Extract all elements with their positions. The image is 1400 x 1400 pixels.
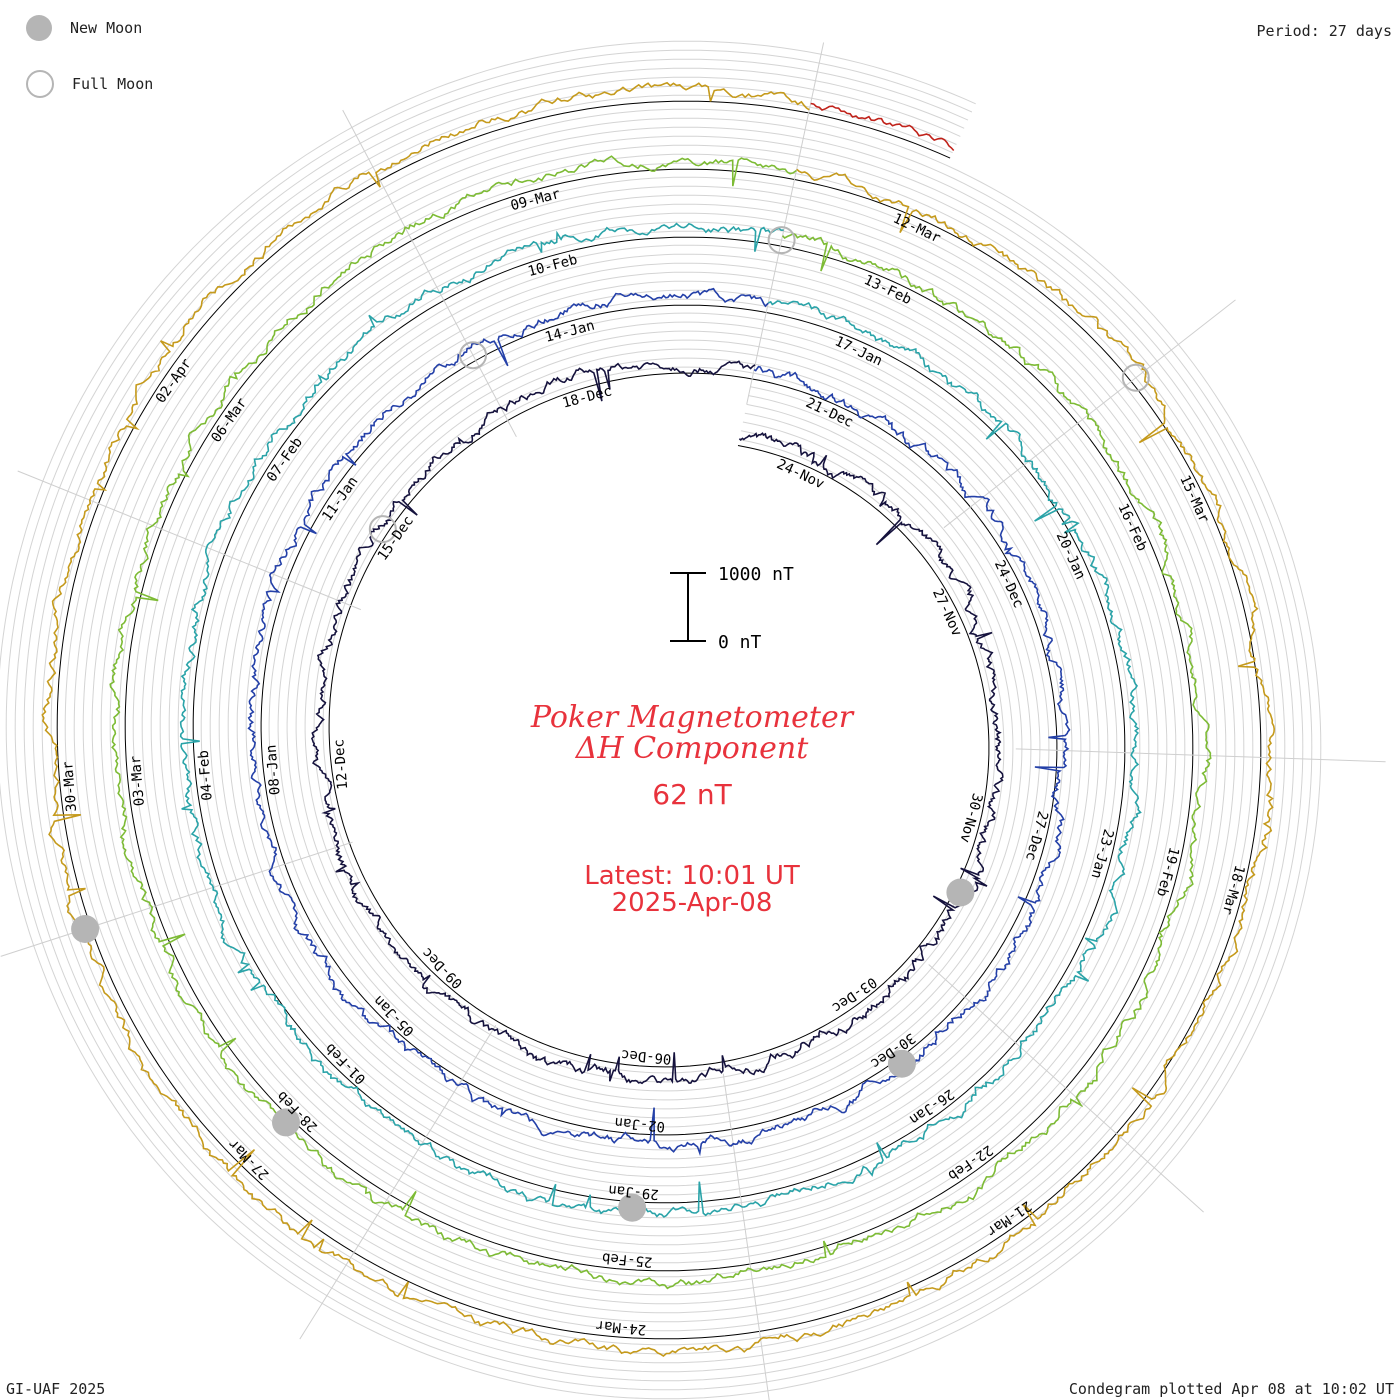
date-tick-label: 01-Feb: [322, 1040, 369, 1087]
date-tick-label: 08-Jan: [263, 744, 283, 796]
scale-bottom-label: 0 nT: [718, 632, 762, 653]
new-moon-marker: [946, 878, 975, 907]
grid-spiral: [0, 40, 1322, 1400]
radial-spoke: [943, 299, 1236, 529]
radial-spoke: [342, 109, 517, 438]
full-moon-legend: Full Moon: [26, 68, 153, 100]
date-tick-label: 26-Jan: [906, 1086, 957, 1128]
series-trace-3: [179, 222, 1142, 1218]
full-moon-marker: [767, 226, 796, 255]
chart-title: Poker Magnetometer: [530, 700, 855, 735]
new-moon-marker: [71, 915, 100, 943]
new-moon-label: New Moon: [70, 19, 143, 37]
new-moon-marker: [618, 1193, 647, 1222]
grid-layer: [0, 40, 1386, 1400]
series-trace-2: [247, 287, 1071, 1157]
chart-subtitle: ΔH Component: [575, 731, 809, 766]
latest-date: 2025-Apr-08: [612, 888, 773, 918]
scale-bar: 1000 nT 0 nT: [670, 564, 794, 653]
date-tick-label: 12-Dec: [331, 738, 351, 790]
series-trace-1: [310, 360, 1004, 1085]
grid-spiral: [5, 49, 1313, 1391]
full-moon-marker: [1121, 363, 1150, 392]
radial-spoke: [17, 470, 361, 611]
date-tick-label: 30-Mar: [60, 761, 80, 813]
latest-time: Latest: 10:01 UT: [584, 861, 800, 891]
full-moon-icon: [26, 70, 54, 98]
radial-spoke: [299, 1025, 497, 1340]
new-moon-marker: [887, 1049, 916, 1078]
footer-credit: GI-UAF 2025: [6, 1380, 106, 1398]
date-tick-label: 17-Jan: [832, 333, 885, 369]
radial-spoke: [1015, 748, 1386, 763]
full-moon-marker: [459, 341, 487, 370]
series-trace-5: [41, 81, 1276, 1357]
date-tick-label: 24-Mar: [595, 1317, 647, 1338]
date-tick-label: 09-Dec: [419, 944, 466, 991]
date-tick-label: 20-Jan: [1053, 530, 1089, 583]
full-moon-marker: [368, 515, 397, 544]
date-tick-label: 04-Feb: [196, 750, 216, 802]
date-tick-label: 24-Nov: [774, 456, 827, 492]
date-tick-label: 03-Mar: [128, 755, 148, 807]
grid-spiral: [14, 58, 1304, 1382]
date-tick-label: 25-Feb: [601, 1249, 653, 1270]
moon-layer: [71, 226, 1150, 1222]
grid-spiral: [41, 85, 1277, 1355]
current-value: 62 nT: [652, 778, 732, 811]
date-tick-label: 21-Dec: [803, 395, 856, 431]
grid-spiral: [50, 94, 1268, 1346]
date-tick-label: 02-Jan: [614, 1114, 666, 1135]
radial-spoke: [0, 841, 353, 957]
period-label: Period: 27 days: [1256, 22, 1392, 40]
footer-plot-time: Condegram plotted Apr 08 at 10:02 UT: [1068, 1380, 1394, 1398]
center-title: Poker Magnetometer ΔH Component 62 nT La…: [530, 700, 855, 918]
date-tick-label: 06-Dec: [620, 1046, 672, 1067]
scale-top-label: 1000 nT: [718, 564, 794, 585]
series-trace-4: [109, 155, 1212, 1290]
grid-spiral: [32, 76, 1286, 1364]
radial-spoke: [722, 1073, 770, 1400]
date-tick-label: 24-Dec: [991, 558, 1027, 611]
radial-spoke: [746, 42, 825, 405]
date-tick-label: 16-Feb: [1114, 501, 1150, 554]
date-tick-label: 27-Nov: [929, 586, 965, 639]
new-moon-marker: [272, 1108, 300, 1137]
grid-spiral: [23, 67, 1295, 1373]
series-trace-6: [810, 102, 955, 152]
date-tick-label: 29-Jan: [608, 1181, 660, 1202]
new-moon-icon: [26, 15, 52, 41]
date-tick-label: 15-Mar: [1176, 473, 1212, 526]
series-layer: [41, 81, 1276, 1357]
new-moon-legend: New Moon: [26, 12, 142, 44]
date-tick-label: 21-Mar: [984, 1197, 1035, 1239]
full-moon-label: Full Moon: [72, 75, 154, 93]
